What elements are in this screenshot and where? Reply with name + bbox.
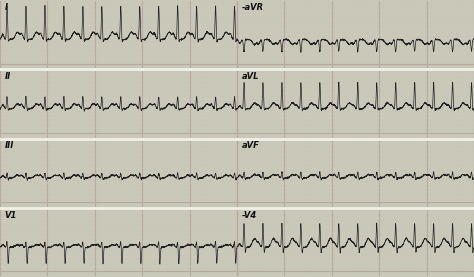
Text: I: I [5, 3, 8, 12]
Text: III: III [5, 141, 14, 150]
Text: aVF: aVF [242, 141, 260, 150]
Text: aVL: aVL [242, 72, 259, 81]
Text: -V4: -V4 [242, 211, 257, 220]
Text: V1: V1 [5, 211, 17, 220]
Text: -aVR: -aVR [242, 3, 264, 12]
Text: II: II [5, 72, 11, 81]
